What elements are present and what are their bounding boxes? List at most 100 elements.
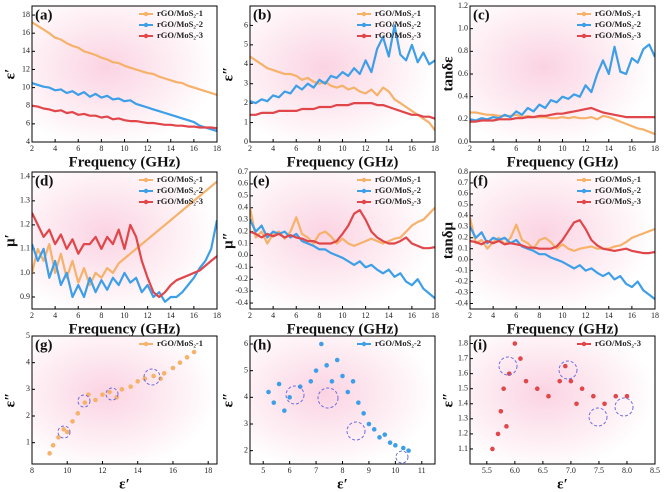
x-tick-label: 16 [169,466,177,475]
y-tick-label: 1.4 [20,172,30,181]
annotations [57,356,634,464]
plot-background [250,172,435,309]
plot-frame [469,171,656,310]
legend-marker [581,33,587,39]
y-axis-label: ε″ [220,393,236,408]
x-tick-label: 10 [391,466,399,475]
y-tick-label: -0.2 [235,274,248,283]
y-tick-label: 0.6 [238,179,248,188]
plot-background [250,336,435,464]
scatter-point [324,363,329,368]
legend-marker [361,341,367,347]
y-tick-label: 0.5 [238,191,248,200]
y-tick-label: 3 [26,384,30,393]
x-tick-label: 18 [213,311,221,320]
x-tick-label: 10 [559,144,567,153]
y-tick-label: 18 [22,10,30,19]
legend-marker [581,341,587,347]
x-tick-label: 10 [121,311,129,320]
x-axis-label: ε′ [337,476,348,492]
scatter-point [624,393,630,399]
y-tick-label: 0.0 [458,255,468,264]
scatter-point [107,389,112,395]
x-tick-label: 4 [53,144,57,153]
scatter-point [523,378,529,384]
legend-marker [143,177,149,183]
scatter-point [377,435,382,440]
panel: 2 4 6 8 10 12 14 16 18 -0.4 -0.3 -0.2 -0.10.0 0.1 0.2 0… [440,167,659,338]
scatter-point [266,389,271,395]
series-line [250,24,435,105]
panel-label: (b) [253,7,271,23]
panel-label: (i) [473,337,487,353]
legend-label: rGO/MoS₂-1 [595,8,641,18]
plot-frame [249,5,436,143]
x-tick-label: 5 [261,466,265,475]
annotation-circle [105,387,119,401]
x-tick-label: 14 [134,466,142,475]
panel-label: (d) [35,173,53,189]
legend-label: rGO/MoS₂-3 [375,30,421,40]
x-tick-label: 10 [121,144,129,153]
plot-frame [249,171,436,310]
x-axis-label: Frequency (GHz) [69,154,181,170]
legend-marker [143,341,149,347]
x-tick-label: 4 [271,144,275,153]
x-tick-label: 16 [408,144,416,153]
legend-label: rGO/MoS₂-1 [157,174,203,184]
series-line [32,212,217,299]
y-tick-label: 0.2 [458,114,468,123]
y-axis-label: tanδε [440,56,456,92]
x-tick-label: 14 [385,311,393,320]
y-tick-label: 0.0 [458,137,468,146]
y-tick-label: 2 [244,98,248,107]
y-tick-label: 4 [26,357,30,366]
y-tick-label: 1.3 [20,196,30,205]
x-tick-label: 18 [651,144,659,153]
scatter-point [282,408,287,413]
x-tick-label: 6 [294,311,298,320]
x-tick-label: 12 [362,144,370,153]
y-axis-label: ε″ [220,67,236,82]
legend-label: rGO/MoS₂-3 [375,196,421,206]
scatter-point [613,393,619,399]
y-tick-label: 1.8 [458,338,468,347]
scatter-point [297,384,303,389]
scatter-point [356,400,361,405]
y-tick-label: 8 [26,101,30,110]
x-tick-label: 18 [651,311,659,320]
x-tick-label: 14 [167,311,175,320]
x-tick-label: 6 [76,144,80,153]
scatter-point [128,384,133,389]
plot-frame [469,335,656,465]
panel-label: (h) [253,337,271,353]
y-tick-label: 10 [22,82,30,91]
data-layer [47,349,197,456]
y-tick-label: -0.1 [235,262,248,271]
y-axis-label: ε″ [2,393,18,408]
y-tick-label: 0.4 [458,91,468,100]
series-line [32,180,217,287]
x-axis-label: Frequency (GHz) [287,154,399,170]
legend-marker [143,22,149,28]
data-layer [470,217,655,300]
y-tick-label: 1.2 [458,1,468,10]
x-tick-label: 16 [628,311,636,320]
scatter-point [276,381,282,387]
scatter-point [313,368,319,373]
scatter-point [158,376,163,381]
x-tick-label: 2 [30,144,34,153]
x-tick-label: 7.0 [566,466,576,475]
scatter-point [563,363,568,369]
y-tick-label: 14 [22,46,30,55]
legend-label: rGO/MoS₂-3 [157,196,203,206]
panel: 5 6 7 8 9 10 11 2 3 4 5 6 ε′ ε″ rGO/MoS₂-2 (h) [220,335,436,492]
y-tick-label: -0.4 [235,298,248,307]
x-tick-label: 18 [431,144,439,153]
x-axis-label: ε′ [557,476,568,492]
legend-marker [361,199,367,205]
y-tick-label: 6 [26,119,30,128]
scatter-point [191,349,197,355]
x-axis-label: Frequency (GHz) [69,321,181,337]
